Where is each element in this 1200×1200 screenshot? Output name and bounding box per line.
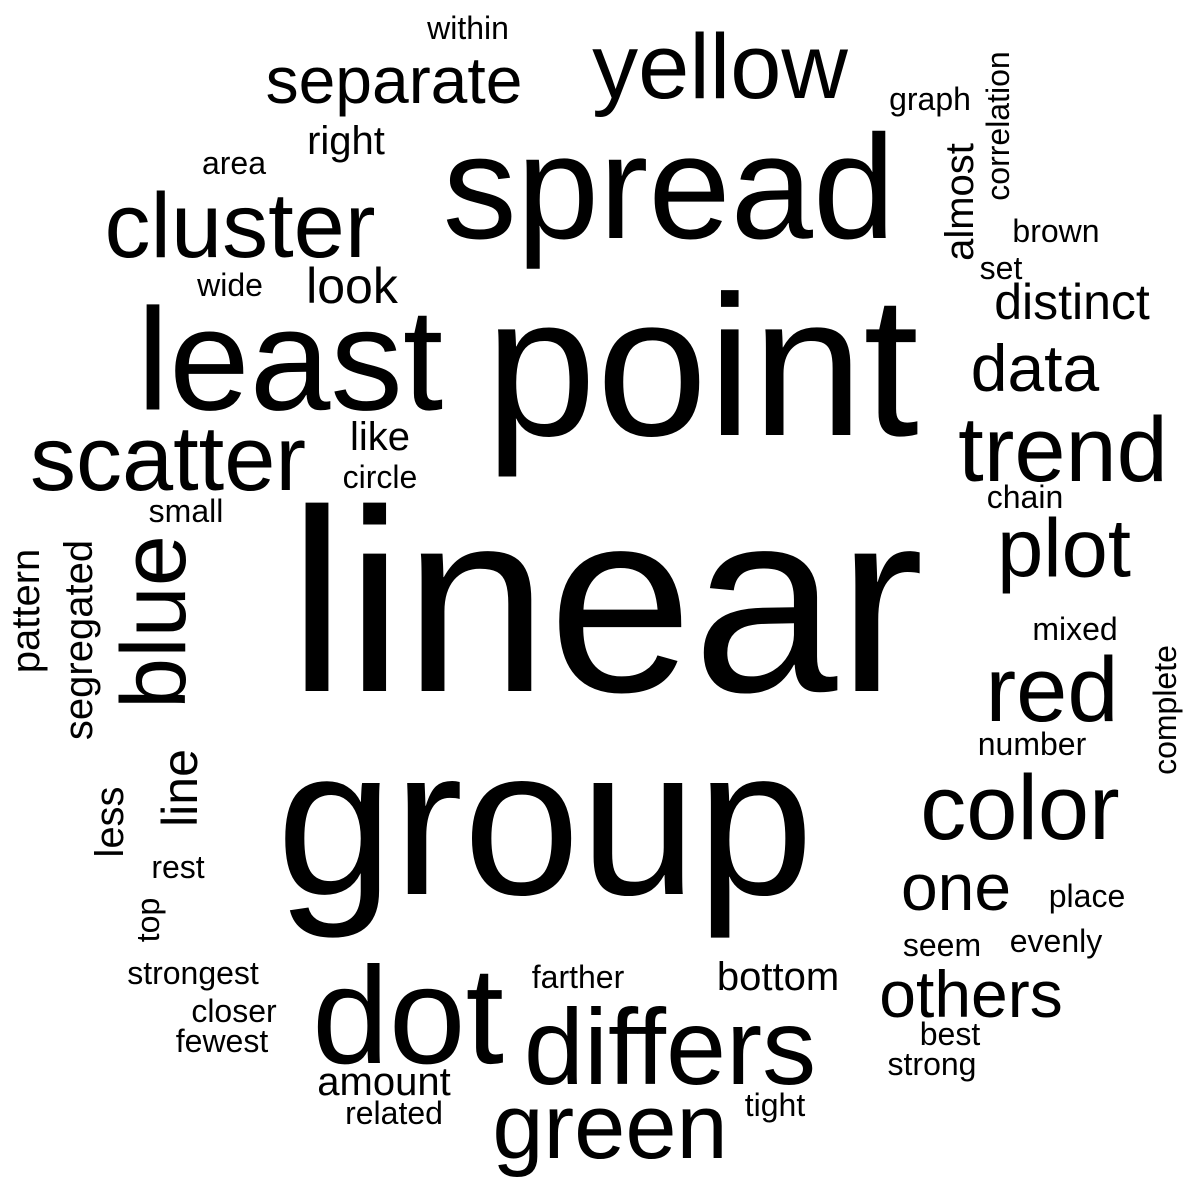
word-blue: blue bbox=[103, 535, 205, 709]
word-mixed: mixed bbox=[1032, 611, 1118, 647]
word-line: line bbox=[152, 749, 208, 827]
word-segregated: segregated bbox=[57, 539, 101, 741]
word-set: set bbox=[979, 250, 1023, 286]
word-bottom: bottom bbox=[716, 955, 840, 999]
word-area: area bbox=[201, 145, 267, 181]
word-small: small bbox=[148, 493, 224, 529]
word-data: data bbox=[970, 331, 1100, 405]
word-place: place bbox=[1048, 878, 1126, 914]
word-others: others bbox=[879, 957, 1063, 1031]
word-best: best bbox=[919, 1016, 981, 1052]
word-seem: seem bbox=[902, 927, 982, 963]
word-strong: strong bbox=[887, 1046, 977, 1082]
word-strongest: strongest bbox=[127, 955, 259, 991]
word-distinct: distinct bbox=[994, 274, 1150, 330]
word-tight: tight bbox=[744, 1087, 806, 1123]
word-correlation: correlation bbox=[980, 51, 1016, 201]
word-look: look bbox=[306, 258, 398, 314]
word-one: one bbox=[900, 850, 1012, 924]
word-evenly: evenly bbox=[1009, 923, 1103, 959]
word-rest: rest bbox=[151, 849, 205, 885]
word-wide: wide bbox=[197, 267, 263, 303]
word-farther: farther bbox=[531, 959, 625, 995]
word-group: group bbox=[276, 704, 814, 939]
word-cluster: cluster bbox=[104, 175, 376, 277]
word-color: color bbox=[920, 757, 1120, 859]
word-number: number bbox=[977, 726, 1087, 762]
word-separate: separate bbox=[265, 43, 523, 117]
word-green: green bbox=[492, 1076, 728, 1178]
word-complete: complete bbox=[1147, 645, 1183, 775]
word-linear: linear bbox=[288, 457, 924, 747]
word-like: like bbox=[349, 415, 411, 459]
word-red: red bbox=[985, 639, 1119, 741]
word-almost: almost bbox=[938, 143, 982, 261]
word-graph: graph bbox=[889, 81, 971, 117]
word-plot: plot bbox=[997, 501, 1131, 595]
word-fewest: fewest bbox=[175, 1023, 269, 1059]
word-brown: brown bbox=[1012, 213, 1100, 249]
word-amount: amount bbox=[317, 1060, 451, 1104]
word-circle: circle bbox=[342, 459, 418, 495]
word-pattern: pattern bbox=[4, 548, 48, 674]
word-point: point bbox=[485, 255, 919, 478]
word-closer: closer bbox=[191, 993, 277, 1029]
word-chain: chain bbox=[986, 479, 1064, 515]
word-trend: trend bbox=[958, 399, 1168, 501]
word-less: less bbox=[88, 786, 132, 858]
word-yellow: yellow bbox=[592, 16, 848, 118]
word-top: top bbox=[130, 897, 166, 943]
word-dot: dot bbox=[312, 939, 504, 1093]
word-least: least bbox=[136, 278, 444, 441]
word-within: within bbox=[427, 10, 509, 46]
word-spread: spread bbox=[442, 105, 896, 270]
word-related: related bbox=[345, 1095, 443, 1131]
word-scatter: scatter bbox=[29, 408, 307, 510]
word-differs: differs bbox=[523, 986, 817, 1107]
word-right: right bbox=[307, 119, 385, 163]
